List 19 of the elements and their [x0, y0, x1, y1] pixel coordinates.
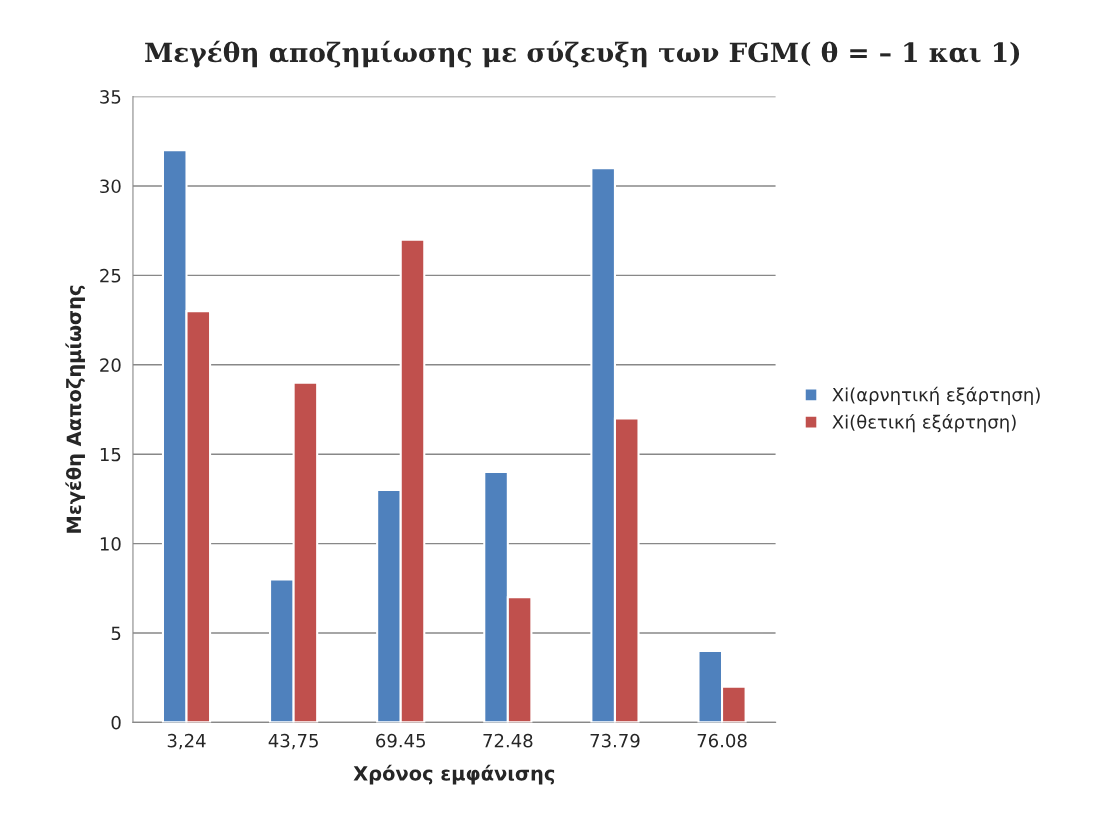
y-tick-label: 15 — [100, 447, 121, 462]
x-tick-label: 73.79 — [590, 733, 640, 748]
y-axis-title: Μεγέθη Ααποζημίωσης — [65, 285, 85, 533]
x-tick-label: 3,24 — [167, 733, 206, 750]
x-tick-label: 76.08 — [697, 733, 747, 748]
chart-title: Μεγέθη αποζημίωσης με σύζευξη των FGM( θ = – 1 και 1) — [145, 40, 1020, 68]
legend-label: Xi(θετική εξάρτηση) — [832, 414, 1016, 433]
y-tick-label: 30 — [100, 179, 121, 194]
y-tick-label: 20 — [100, 358, 121, 372]
x-tick-label: 43,75 — [268, 733, 318, 750]
y-tick-label: 10 — [100, 537, 121, 551]
y-tick-label: 35 — [100, 90, 121, 104]
x-tick-label: 69.45 — [376, 733, 425, 748]
y-tick-label: 25 — [100, 268, 121, 283]
y-tick-label: 0 — [111, 715, 121, 730]
y-tick-label: 5 — [111, 626, 121, 641]
x-axis-title: Χρόνος εμφάνισης — [353, 764, 555, 785]
legend-label: Xi(αρνητική εξάρτηση) — [832, 386, 1040, 405]
x-tick-label: 72.48 — [483, 733, 533, 748]
